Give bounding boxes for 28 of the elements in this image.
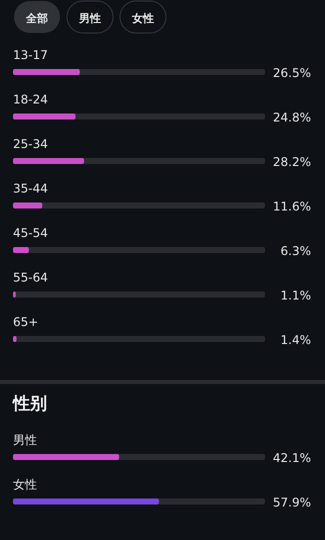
text: 男性 <box>78 12 101 25</box>
data-label: 1.4% <box>280 333 311 347</box>
bar <box>13 158 84 164</box>
y-tick-label: 25-34 <box>13 137 48 151</box>
y-tick-label: 13-17 <box>13 48 48 62</box>
y-tick-label: 55-64 <box>13 270 48 284</box>
data-label: 24.8% <box>272 110 311 124</box>
y-tick-label: 65+ <box>13 315 38 329</box>
data-label: 26.5% <box>272 66 311 80</box>
data-label: 42.1% <box>272 451 311 465</box>
bar <box>13 69 80 75</box>
data-label: 11.6% <box>272 200 311 214</box>
bar <box>13 202 42 208</box>
text: 女性 <box>131 12 154 25</box>
bar <box>13 247 29 253</box>
y-tick-label: 45-54 <box>13 226 48 240</box>
y-tick-label: 18-24 <box>13 92 48 106</box>
chart-title: 性别 <box>12 394 47 414</box>
y-tick-label: 男性 <box>13 433 37 447</box>
data-label: 6.3% <box>280 244 311 258</box>
y-tick-label: 35-44 <box>13 182 48 196</box>
data-label: 1.1% <box>280 288 311 302</box>
data-label: 28.2% <box>272 155 311 169</box>
bar <box>13 114 76 120</box>
y-tick-label: 女性 <box>13 478 37 492</box>
data-label: 57.9% <box>272 496 311 510</box>
bar <box>13 292 16 298</box>
text: 全部 <box>25 12 48 25</box>
